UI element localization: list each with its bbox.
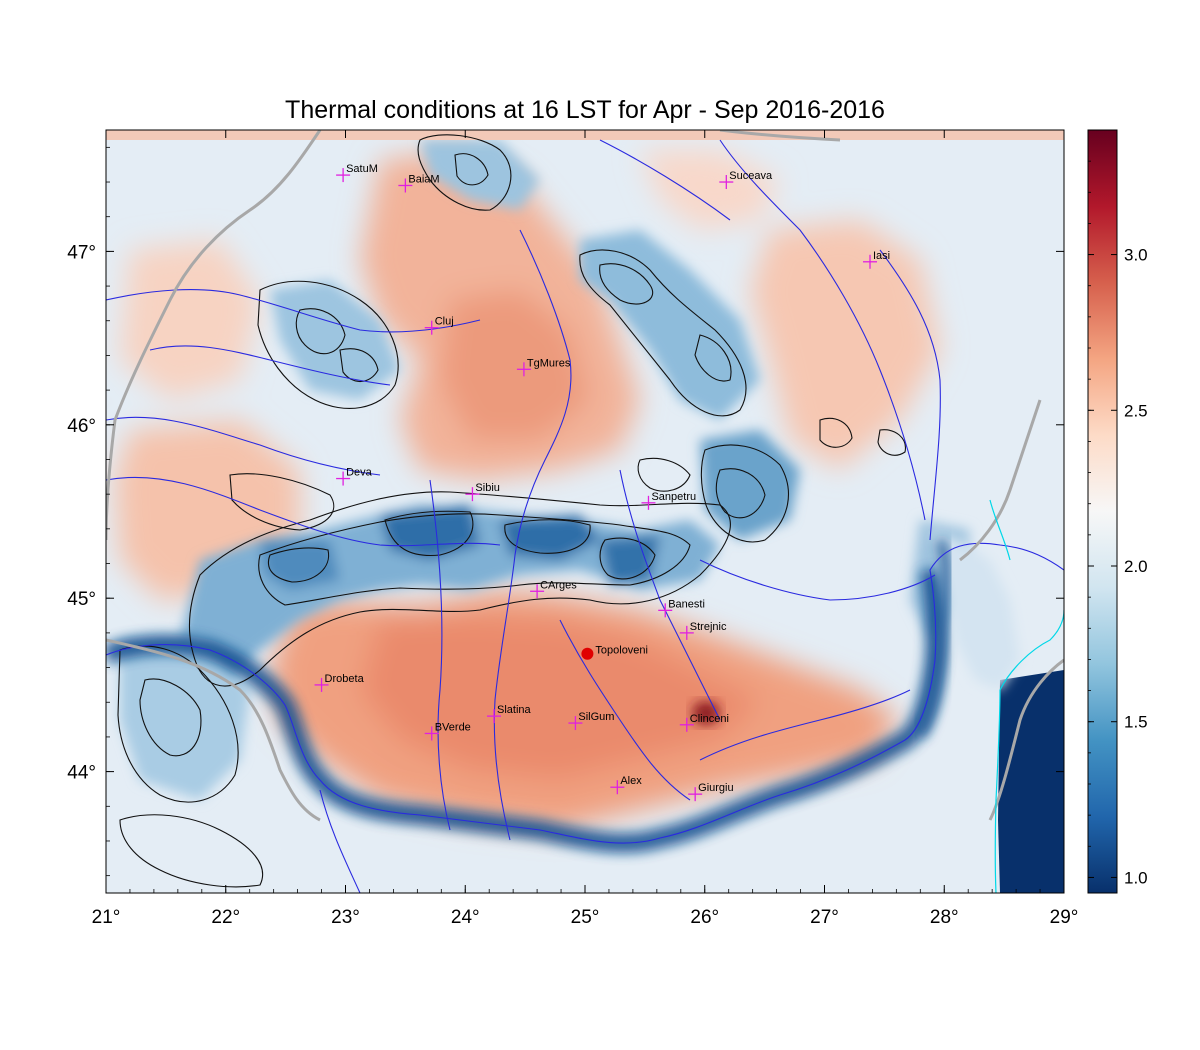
longitude-axis: 21° 22° 23° 24° 25° 26° 27° 28° 29° [92,130,1079,928]
lon-tick-label: 25° [571,907,600,928]
country-borders [106,130,1064,822]
station-label: Alex [620,775,642,787]
station-label: CArges [540,579,577,591]
lon-tick-label: 28° [930,907,959,928]
lat-tick-label: 47° [67,242,96,263]
station-slatina: Slatina [486,704,532,724]
lon-tick-label: 26° [690,907,719,928]
station-topoloveni: Topoloveni [581,645,648,660]
cb-tick-label: 2.0 [1124,557,1148,576]
station-tgmures: TgMures [516,357,571,377]
stations-layer: SatuM BaiaM Suceava Iasi Cluj TgMures Deva Sibi… [314,163,890,802]
lon-tick-label: 24° [451,907,480,928]
delta-area [930,530,1020,690]
station-label: Sibiu [475,482,499,494]
lon-tick-label: 21° [92,907,121,928]
station-sanpetru: Sanpetru [641,491,696,510]
station-bverde: BVerde [424,721,471,741]
station-label: Cluj [435,316,454,328]
black-sea [998,670,1064,893]
station-cluj: Cluj [424,316,454,335]
station-iasi: Iasi [863,250,890,269]
colorbar [1088,130,1117,893]
cb-tick-label: 1.0 [1124,868,1148,887]
cb-tick-label: 1.5 [1124,713,1148,732]
station-silgum: SilGum [568,711,614,731]
station-label: Slatina [497,704,532,716]
station-label: Suceava [729,170,773,182]
station-drobeta: Drobeta [314,673,365,692]
lon-tick-label: 23° [331,907,360,928]
station-satum: SatuM [336,163,378,183]
lon-tick-label: 29° [1050,907,1079,928]
station-deva: Deva [336,467,373,486]
map-plot-area [106,130,1064,893]
danube-lower-band [915,537,951,738]
lon-tick-label: 22° [211,907,240,928]
highlight-dot [581,647,594,660]
lat-tick-label: 44° [67,763,96,784]
lat-tick-label: 46° [67,416,96,437]
highlight-label: Topoloveni [595,645,648,657]
station-suceava: Suceava [719,170,773,190]
station-label: BaiaM [408,173,439,185]
colorbar-frame [1087,129,1118,894]
station-carges: CArges [530,579,577,599]
cb-tick-label: 2.5 [1124,401,1148,420]
latitude-axis: 44° 45° 46° 47° [67,146,1064,877]
station-label: Strejnic [690,621,727,633]
station-strejnic: Strejnic [679,621,727,640]
colorbar-ticks: 1.0 1.5 2.0 2.5 3.0 [1088,160,1148,887]
station-alex: Alex [610,775,642,795]
station-label: BVerde [435,721,471,733]
station-clinceni: Clinceni [679,713,729,732]
station-label: Iasi [873,250,890,262]
station-baiam: BaiaM [398,173,440,193]
lat-tick-label: 45° [67,589,96,610]
station-label: Clinceni [690,713,729,725]
terrain-contours [117,134,906,888]
station-giurgiu: Giurgiu [688,782,734,802]
station-sibiu: Sibiu [465,482,500,502]
station-label: SilGum [578,711,614,723]
station-label: Giurgiu [698,782,733,794]
cb-tick-label: 3.0 [1124,246,1148,265]
station-label: TgMures [527,357,571,369]
lon-tick-label: 27° [810,907,839,928]
map-title: Thermal conditions at 16 LST for Apr - S… [285,96,885,124]
station-label: Banesti [668,598,705,610]
station-label: SatuM [346,163,378,175]
coastline [989,499,1064,893]
station-label: Drobeta [325,673,365,685]
station-label: Sanpetru [651,491,696,503]
station-banesti: Banesti [658,598,705,618]
station-label: Deva [346,467,373,479]
